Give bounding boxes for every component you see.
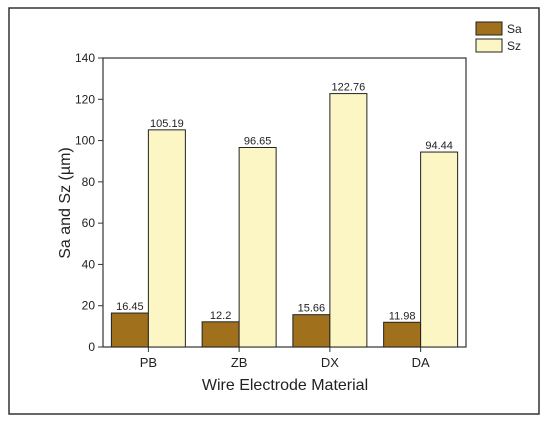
bar-sz-da <box>420 151 459 348</box>
y-tick-label: 20 <box>82 299 96 313</box>
x-axis-label: Wire Electrode Material <box>202 377 368 394</box>
bar-sz-dx <box>329 93 368 348</box>
legend-swatch-sz <box>475 38 503 53</box>
legend-label-sa: Sa <box>507 22 522 36</box>
legend: Sa Sz <box>475 21 522 53</box>
data-label: 96.65 <box>244 135 272 147</box>
bar-sz-zb <box>238 146 277 348</box>
data-label: 105.19 <box>150 118 184 130</box>
data-label: 122.76 <box>332 82 366 94</box>
y-tick-label: 0 <box>88 340 95 354</box>
data-label: 15.66 <box>298 303 326 315</box>
bar-sa-da <box>383 321 422 348</box>
y-tick-label: 140 <box>75 51 95 65</box>
data-label: 12.2 <box>210 310 231 322</box>
x-tick-label: DX <box>321 355 339 370</box>
bar-sa-dx <box>292 314 331 348</box>
y-tick-label: 100 <box>75 134 95 148</box>
x-tick-label: ZB <box>231 355 248 370</box>
x-tick-label: DA <box>412 355 430 370</box>
x-tick-label: PB <box>140 355 157 370</box>
y-axis-label: Sa and Sz (µm) <box>57 147 74 258</box>
bar-sa-zb <box>201 321 240 348</box>
bar-sz-pb <box>147 129 186 348</box>
y-tick-label: 120 <box>75 92 95 106</box>
bar-sa-pb <box>110 312 149 348</box>
plot-frame <box>102 57 467 348</box>
y-tick-label: 80 <box>82 175 96 189</box>
y-tick-label: 40 <box>82 257 96 271</box>
plot-area: 0 20 40 60 80 100 120 140 PB 16.45 105.19 ZB 12.2 96.… <box>75 51 467 370</box>
data-label: 11.98 <box>389 310 416 322</box>
legend-swatch-sa <box>475 21 503 36</box>
legend-label-sz: Sz <box>507 39 521 53</box>
data-label: 16.45 <box>116 301 144 313</box>
y-tick-label: 60 <box>82 216 96 230</box>
data-label: 94.44 <box>425 140 453 152</box>
